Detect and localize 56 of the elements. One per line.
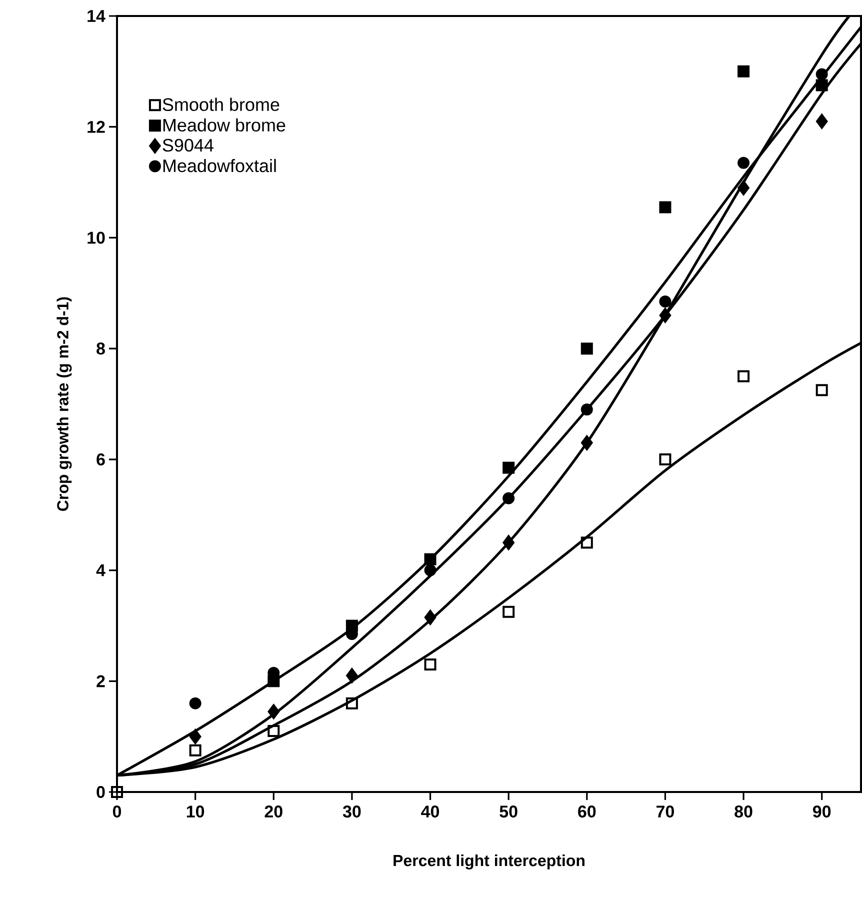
point	[737, 65, 750, 78]
point	[816, 68, 828, 80]
point	[502, 606, 514, 618]
x-tick-label: 70	[656, 806, 674, 818]
x-tick-label: 50	[500, 806, 518, 818]
x-tick-label: 40	[420, 806, 439, 818]
point	[267, 725, 280, 738]
point	[346, 668, 358, 684]
legend-label: Meadowfoxtail	[163, 158, 276, 172]
point	[659, 295, 672, 308]
legend-label: Smooth brome	[162, 98, 280, 112]
point	[816, 384, 828, 396]
point	[346, 697, 358, 710]
point	[502, 535, 514, 550]
y-tick-label: 0	[96, 786, 105, 798]
point	[737, 370, 750, 382]
y-tick-label: 6	[96, 453, 105, 466]
point	[189, 697, 202, 710]
point	[424, 610, 436, 625]
x-tick-label: 80	[734, 806, 752, 818]
point	[580, 536, 593, 549]
y-tick-label: 12	[87, 120, 105, 133]
point	[424, 553, 436, 566]
point	[189, 744, 202, 756]
y-tick-label: 10	[87, 232, 105, 244]
x-tick-label: 0	[112, 806, 121, 818]
x-axis-title: Percent light interception	[393, 854, 584, 870]
point	[502, 462, 514, 474]
legend-label: Meadow brome	[163, 118, 286, 132]
point	[580, 435, 593, 450]
point	[110, 786, 123, 798]
point	[268, 704, 280, 720]
point	[659, 453, 672, 466]
x-tick-label: 20	[264, 806, 282, 818]
y-tick-label: 4	[96, 564, 106, 576]
point	[502, 492, 514, 504]
point	[580, 342, 593, 355]
y-axis-title: Crop growth rate (g m-2 d-1)	[56, 297, 72, 511]
x-tick-label: 90	[812, 806, 830, 818]
legend-label: S9044	[162, 138, 214, 152]
point	[424, 658, 436, 671]
y-tick-label: 8	[96, 342, 105, 355]
x-tick-label: 30	[342, 806, 361, 818]
point	[659, 201, 672, 214]
point	[189, 729, 202, 744]
point	[737, 156, 750, 169]
point	[659, 308, 671, 323]
y-tick-label: 2	[96, 675, 105, 688]
point	[424, 564, 436, 576]
point	[738, 180, 750, 196]
x-tick-label: 60	[578, 806, 596, 818]
x-tick-label: 10	[186, 806, 204, 818]
point	[580, 404, 593, 416]
point	[816, 114, 828, 129]
y-tick-label: 14	[87, 10, 106, 22]
point	[816, 79, 828, 92]
